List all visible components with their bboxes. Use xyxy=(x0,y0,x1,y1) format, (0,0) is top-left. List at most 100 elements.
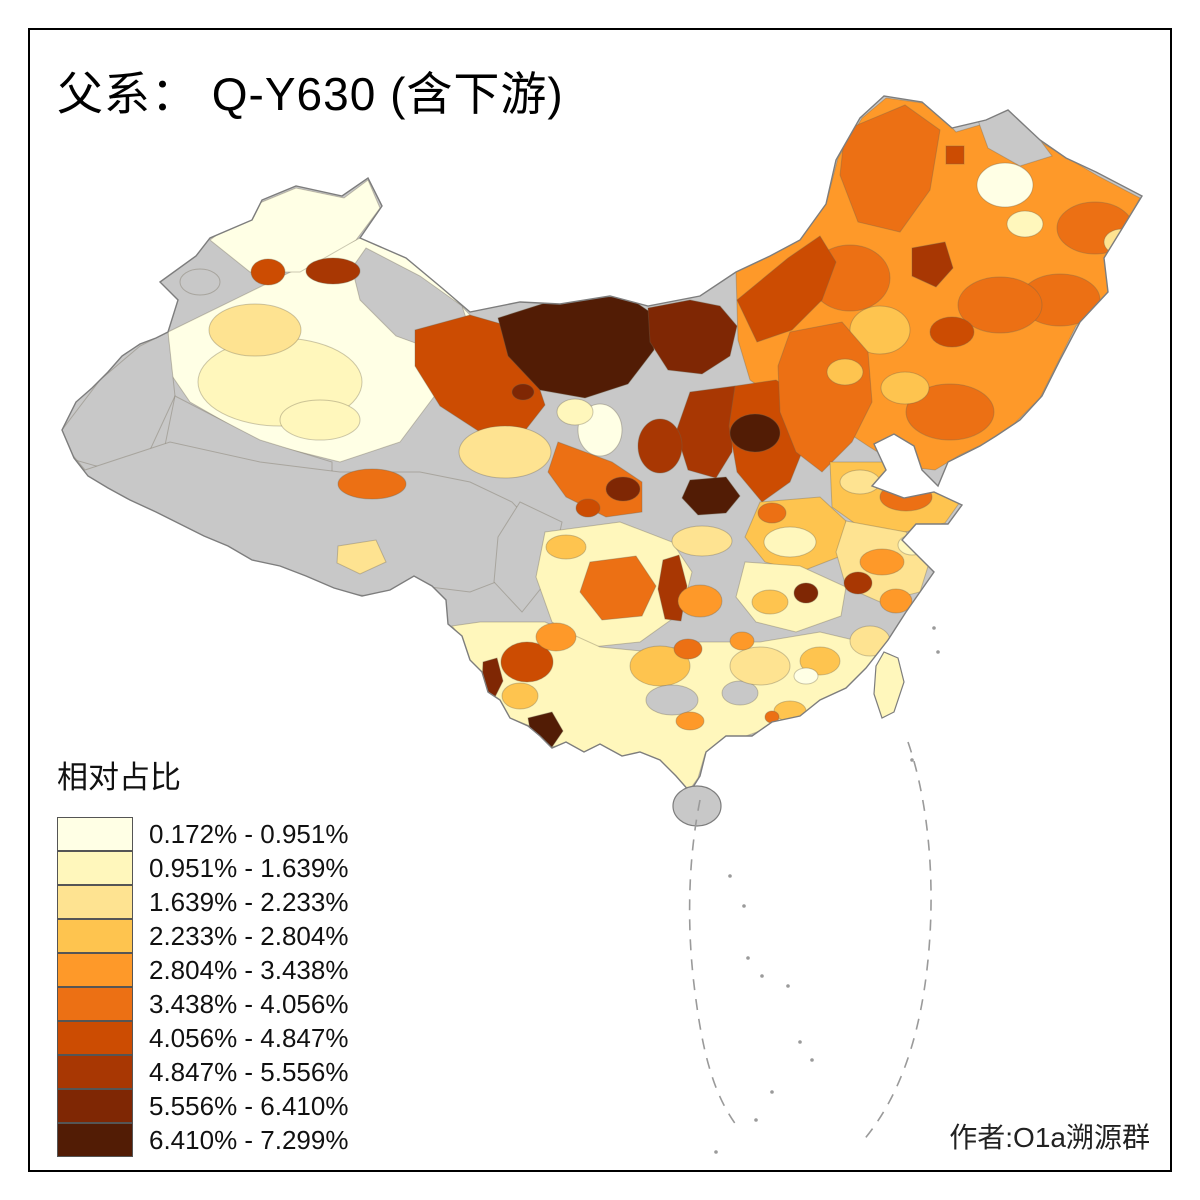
map-region xyxy=(556,398,594,426)
legend-label: 0.951% - 1.639% xyxy=(149,852,349,883)
legend-swatch xyxy=(57,817,133,851)
legend-row: 5.556% - 6.410% xyxy=(57,1089,348,1123)
map-region xyxy=(843,571,873,595)
islet-speck xyxy=(760,974,764,978)
islet-speck xyxy=(786,984,790,988)
legend-swatch xyxy=(57,953,133,987)
legend-label: 4.056% - 4.847% xyxy=(149,1022,349,1053)
islet-speck xyxy=(936,650,940,654)
map-region xyxy=(629,645,691,687)
map-region xyxy=(735,561,847,633)
islands xyxy=(672,651,905,827)
map-region xyxy=(729,646,791,686)
map-region xyxy=(545,534,587,560)
map-region xyxy=(839,469,881,495)
map-region xyxy=(575,498,601,518)
legend-label: 2.804% - 3.438% xyxy=(149,954,349,985)
legend-row: 0.951% - 1.639% xyxy=(57,851,348,885)
map-region xyxy=(793,667,819,685)
map-region xyxy=(677,584,723,618)
map-region xyxy=(336,539,387,575)
map-region xyxy=(859,548,905,576)
map-region xyxy=(757,502,787,524)
map-region xyxy=(793,582,819,604)
national-boundary xyxy=(61,95,1143,794)
legend-row: 1.639% - 2.233% xyxy=(57,885,348,919)
map-region xyxy=(535,622,577,652)
legend-swatch xyxy=(57,1021,133,1055)
map-region xyxy=(250,258,286,286)
map-region xyxy=(179,268,221,296)
map-legend: 相对占比 0.172% - 0.951% 0.951% - 1.639% 1.639… xyxy=(57,752,348,1157)
legend-row: 4.847% - 5.556% xyxy=(57,1055,348,1089)
map-region xyxy=(645,684,699,716)
map-region xyxy=(493,501,563,613)
islet-speck xyxy=(798,1040,802,1044)
legend-swatch xyxy=(57,1123,133,1157)
map-region xyxy=(1006,210,1044,238)
legend-swatch xyxy=(57,987,133,1021)
map-region xyxy=(799,646,841,676)
legend-row: 4.056% - 4.847% xyxy=(57,1021,348,1055)
map-region xyxy=(911,241,954,288)
map-region xyxy=(647,299,738,375)
islet-speck xyxy=(754,1118,758,1122)
legend-swatch xyxy=(57,919,133,953)
map-region xyxy=(337,468,407,500)
map-region xyxy=(579,555,657,621)
south-china-sea-dashes xyxy=(688,626,940,1154)
map-region xyxy=(849,305,911,355)
legend-items: 0.172% - 0.951% 0.951% - 1.639% 1.639% - 2… xyxy=(57,817,348,1157)
map-region xyxy=(826,358,864,386)
map-region xyxy=(637,418,683,474)
hainan-island xyxy=(672,785,722,827)
taiwan-island xyxy=(873,651,905,719)
attribution-text: 作者:O1a溯源群 xyxy=(949,1122,1150,1153)
map-region xyxy=(671,525,733,557)
legend-label: 3.438% - 4.056% xyxy=(149,988,349,1019)
map-region xyxy=(729,631,755,651)
legend-swatch xyxy=(57,1055,133,1089)
legend-label: 4.847% - 5.556% xyxy=(149,1056,349,1087)
legend-row: 2.233% - 2.804% xyxy=(57,919,348,953)
map-region xyxy=(501,682,539,710)
map-region xyxy=(736,235,837,343)
map-region xyxy=(458,425,552,479)
map-region xyxy=(208,303,302,357)
map-region xyxy=(511,383,535,401)
map-region xyxy=(605,476,641,502)
islet-speck xyxy=(714,1150,718,1154)
legend-label: 0.172% - 0.951% xyxy=(149,818,349,849)
sea-dash-line xyxy=(688,799,741,1131)
map-region xyxy=(880,371,930,405)
map-region xyxy=(879,588,913,614)
map-region xyxy=(1103,228,1141,256)
map-region xyxy=(681,476,741,516)
islet-speck xyxy=(932,626,936,630)
islet-speck xyxy=(810,1058,814,1062)
map-region xyxy=(751,589,789,615)
legend-row: 0.172% - 0.951% xyxy=(57,817,348,851)
map-region xyxy=(1056,201,1134,255)
page-title: 父系： Q-Y630 (含下游) xyxy=(57,68,564,120)
sea-dash-line xyxy=(861,741,932,1143)
islet-speck xyxy=(742,904,746,908)
map-region xyxy=(839,104,941,233)
legend-label: 5.556% - 6.410% xyxy=(149,1090,349,1121)
map-region xyxy=(976,162,1034,208)
legend-swatch xyxy=(57,885,133,919)
map-region xyxy=(929,316,975,348)
islet-speck xyxy=(770,1090,774,1094)
legend-row: 3.438% - 4.056% xyxy=(57,987,348,1021)
map-region xyxy=(945,145,965,165)
map-region xyxy=(500,641,554,683)
map-region xyxy=(957,276,1043,334)
legend-swatch xyxy=(57,1089,133,1123)
map-region xyxy=(729,413,781,453)
legend-row: 6.410% - 7.299% xyxy=(57,1123,348,1157)
map-region xyxy=(905,383,995,441)
legend-row: 2.804% - 3.438% xyxy=(57,953,348,987)
map-region xyxy=(763,526,817,558)
